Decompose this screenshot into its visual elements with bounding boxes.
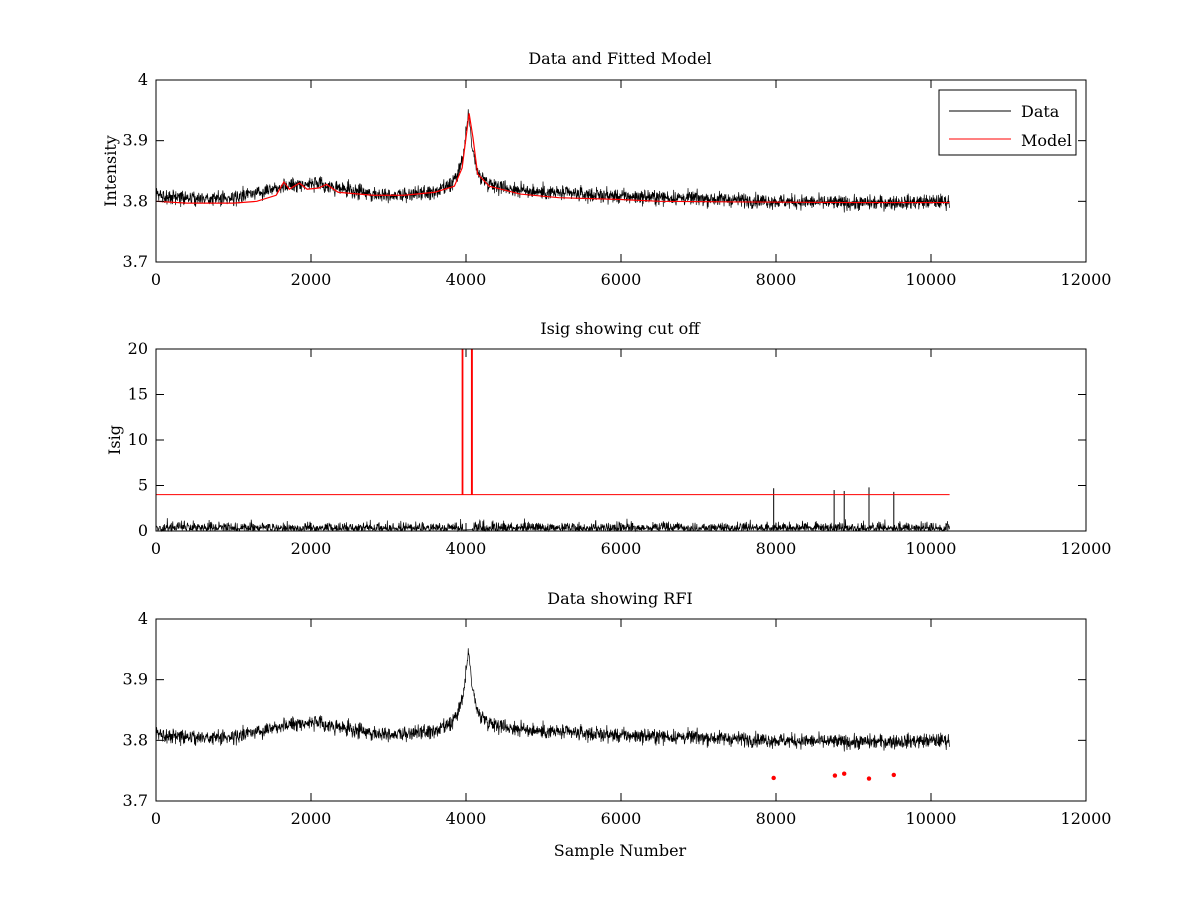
fit-xtick-label: 2000 xyxy=(291,270,332,289)
rfi-ytick-label: 3.9 xyxy=(123,670,148,689)
isig-ytick-label: 20 xyxy=(128,339,148,358)
fit-xtick-label: 6000 xyxy=(601,270,642,289)
isig-cutoff-line xyxy=(156,348,950,496)
fit-ytick-label: 3.9 xyxy=(123,131,148,150)
rfi-plot-area: 0 2000 4000 6000 8000 10000 12000 3.7 3.8 3.9 4 xyxy=(123,609,1112,828)
rfi-xtick-label: 2000 xyxy=(291,809,332,828)
fit-panel: Data and Fitted Model Intensity 0 2000 400… xyxy=(101,49,1111,289)
isig-ytick-label: 5 xyxy=(138,476,148,495)
rfi-xtick-label: 12000 xyxy=(1061,809,1112,828)
rfi-xtick-label: 0 xyxy=(151,809,161,828)
isig-ytick-label: 15 xyxy=(128,385,148,404)
fit-ytick-label: 4 xyxy=(138,70,148,89)
legend-model-label: Model xyxy=(1021,131,1072,150)
rfi-xtick-label: 8000 xyxy=(756,809,797,828)
fit-model-line xyxy=(155,113,950,204)
isig-xtick-label: 0 xyxy=(151,539,161,558)
fit-ytick-label: 3.8 xyxy=(123,191,148,210)
isig-title: Isig showing cut off xyxy=(540,319,701,338)
isig-ytick-label: 10 xyxy=(128,430,148,449)
rfi-ytick-label: 4 xyxy=(138,609,148,628)
isig-xtick-label: 2000 xyxy=(291,539,332,558)
rfi-point xyxy=(832,773,838,778)
fit-plot-area: 0 2000 4000 6000 8000 10000 12000 3.7 3.8 3.9 4 xyxy=(123,70,1112,289)
isig-plot-area: 0 2000 4000 6000 8000 10000 12000 0 5 10 15 20 xyxy=(128,339,1112,558)
rfi-xlabel: Sample Number xyxy=(554,841,687,860)
isig-ytick-label: 0 xyxy=(138,521,148,540)
isig-line xyxy=(155,518,950,533)
fit-xtick-label: 10000 xyxy=(906,270,957,289)
rfi-point xyxy=(866,776,872,781)
rfi-point xyxy=(891,772,896,778)
isig-panel: Isig showing cut off Isig 0 2000 4000 6000 8… xyxy=(105,319,1111,558)
isig-xtick-label: 6000 xyxy=(601,539,642,558)
isig-xtick-label: 4000 xyxy=(446,539,487,558)
rfi-point xyxy=(771,775,776,781)
isig-xtick-label: 12000 xyxy=(1061,539,1112,558)
fit-xtick-label: 4000 xyxy=(446,270,487,289)
rfi-xtick-label: 10000 xyxy=(906,809,957,828)
fit-xtick-label: 8000 xyxy=(756,270,797,289)
isig-xtick-label: 8000 xyxy=(756,539,797,558)
isig-ylabel: Isig xyxy=(105,425,124,455)
isig-xtick-label: 10000 xyxy=(906,539,957,558)
legend-data-label: Data xyxy=(1021,102,1060,121)
rfi-panel: Data showing RFI Sample Number 0 2000 4000… xyxy=(123,589,1112,860)
rfi-ytick-label: 3.7 xyxy=(123,791,148,810)
legend-box xyxy=(938,89,1077,156)
fit-ytick-label: 3.7 xyxy=(123,252,148,271)
fit-ylabel: Intensity xyxy=(101,135,120,207)
fit-xtick-label: 12000 xyxy=(1061,270,1112,289)
rfi-point xyxy=(842,771,847,776)
rfi-data-line xyxy=(155,648,950,752)
rfi-xtick-label: 6000 xyxy=(601,809,642,828)
rfi-ytick-label: 3.8 xyxy=(123,730,148,749)
rfi-title: Data showing RFI xyxy=(547,589,692,608)
fit-legend: Data Model xyxy=(938,89,1077,156)
fit-xtick-label: 0 xyxy=(151,270,161,289)
fit-title: Data and Fitted Model xyxy=(528,49,711,68)
rfi-xtick-label: 4000 xyxy=(446,809,487,828)
